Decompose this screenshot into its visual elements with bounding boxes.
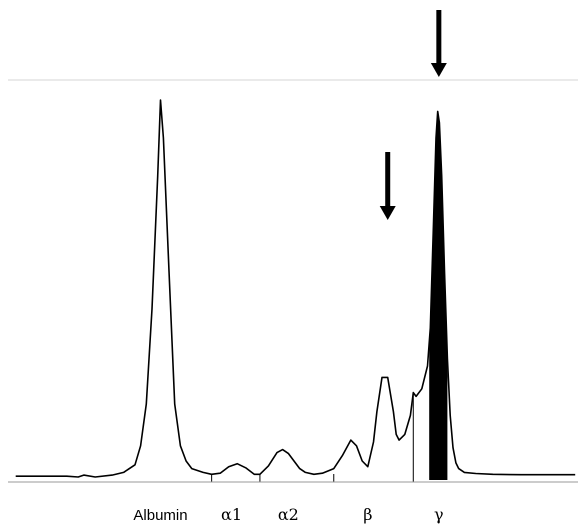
small-arrow bbox=[379, 152, 396, 220]
fraction-labels: Albumin α1 α2 β γ bbox=[133, 505, 443, 524]
large-arrow bbox=[430, 10, 447, 77]
fraction-label: Albumin bbox=[133, 507, 187, 524]
fraction-boundaries bbox=[211, 392, 414, 482]
series-line bbox=[15, 99, 576, 478]
fraction-label: α1 bbox=[221, 505, 242, 524]
fraction-label: β bbox=[363, 505, 372, 524]
annotation-arrows bbox=[379, 10, 447, 220]
series-layer bbox=[15, 99, 576, 478]
fraction-label: α2 bbox=[278, 505, 299, 524]
fraction-label: γ bbox=[434, 505, 444, 524]
gamma-fill-layer bbox=[429, 112, 448, 480]
gamma-fill bbox=[429, 112, 448, 480]
